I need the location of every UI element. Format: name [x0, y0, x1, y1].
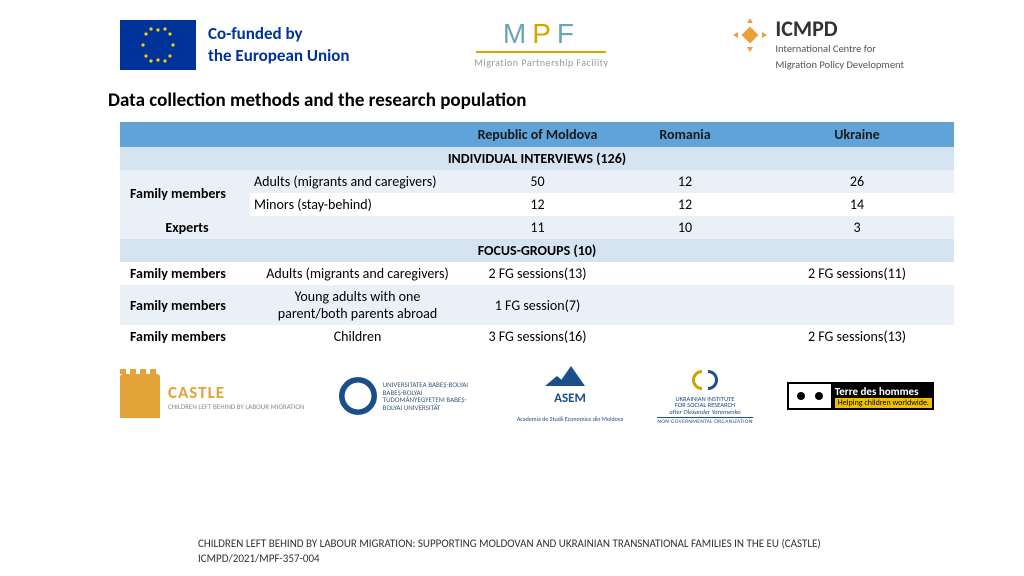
young-desc: Young adults with oneparent/both parents… — [250, 285, 465, 325]
cell — [610, 325, 760, 348]
cell: 3 FG sessions(16) — [465, 325, 610, 348]
cell: 14 — [760, 193, 954, 216]
footer-logo-row: CASTLE CHILDREN LEFT BEHIND BY LABOUR MI… — [0, 348, 1024, 426]
asem-main: ASEM — [554, 391, 586, 406]
cell: 26 — [760, 170, 954, 193]
eu-line2: the European Union — [208, 45, 350, 66]
uisr-icon — [692, 368, 718, 394]
castle-main: CASTLE — [168, 382, 304, 403]
adults-desc: Adults (migrants and caregivers) — [250, 170, 465, 193]
hdr-country-3: Ukraine — [760, 122, 954, 147]
data-table-wrap: Republic of Moldova Romania Ukraine INDI… — [0, 122, 1024, 348]
adults-desc2: Adults (migrants and caregivers) — [250, 262, 465, 285]
footer-line1: CHILDREN LEFT BEHIND BY LABOUR MIGRATION… — [198, 537, 964, 551]
eu-line1: Co-funded by — [208, 23, 350, 44]
children-desc: Children — [250, 325, 465, 348]
section2-label: FOCUS-GROUPS (10) — [120, 239, 954, 262]
icmpd-sub1: International Centre for — [775, 42, 904, 56]
icmpd-icon — [733, 18, 767, 52]
tdh-l1: Terre des hommes — [835, 385, 932, 398]
minors-desc: Minors (stay-behind) — [250, 193, 465, 216]
section1-label: INDIVIDUAL INTERVIEWS (126) — [120, 147, 954, 170]
cell: 50 — [465, 170, 610, 193]
experts-label: Experts — [120, 216, 250, 239]
asem-sub: Academia de Studii Economice din Moldova — [517, 415, 623, 423]
cell — [610, 285, 760, 325]
table-row: Family members Young adults with onepare… — [120, 285, 954, 325]
page-title: Data collection methods and the research… — [0, 81, 1024, 122]
mpf-letters: MPF — [474, 20, 608, 48]
eu-flag-icon — [120, 20, 196, 70]
family-label: Family members — [120, 285, 250, 325]
mpf-logo: MPF Migration Partnership Facility — [474, 20, 608, 69]
cell — [760, 285, 954, 325]
data-table: Republic of Moldova Romania Ukraine INDI… — [120, 122, 954, 348]
family-label: Family members — [120, 170, 250, 216]
asem-icon — [545, 366, 595, 386]
cell: 1 FG session(7) — [465, 285, 610, 325]
mpf-underline — [476, 51, 606, 53]
cell: 2 FG sessions(11) — [760, 262, 954, 285]
cell — [610, 262, 760, 285]
tdh-l2: Helping children worldwide. — [835, 398, 932, 408]
castle-logo: CASTLE CHILDREN LEFT BEHIND BY LABOUR MI… — [120, 374, 304, 418]
cell: 2 FG sessions(13) — [465, 262, 610, 285]
hdr-country-1: Republic of Moldova — [465, 122, 610, 147]
asem-logo: ASEM Academia de Studii Economice din Mo… — [517, 366, 623, 426]
icmpd-logo: ICMPD International Centre for Migration… — [733, 18, 904, 71]
table-row: Family members Adults (migrants and care… — [120, 262, 954, 285]
eu-cofund-text: Co-funded by the European Union — [208, 23, 350, 66]
cell: 3 — [760, 216, 954, 239]
country1-text: Republic of Moldova — [478, 126, 598, 143]
ubb-text: UNIVERSITATEA BABEȘ-BOLYAI BABEȘ-BOLYAI … — [383, 381, 483, 412]
uisr-l3: after Olexander Yaremenko — [657, 409, 752, 416]
footer-line2: ICMPD/2021/MPF-357-004 — [198, 552, 964, 566]
uisr-logo: UKRAINIAN INSTITUTE FOR SOCIAL RESEARCH … — [657, 368, 752, 426]
footer-text: CHILDREN LEFT BEHIND BY LABOUR MIGRATION… — [198, 537, 964, 566]
table-header-row: Republic of Moldova Romania Ukraine — [120, 122, 954, 147]
cell: 12 — [610, 170, 760, 193]
table-row: Experts 11 10 3 — [120, 216, 954, 239]
cell: 11 — [465, 216, 610, 239]
header-logo-row: Co-funded by the European Union MPF Migr… — [0, 0, 1024, 81]
hdr-blank — [120, 122, 465, 147]
uisr-ngo: NON-GOVERNMENTAL ORGANIZATION — [657, 417, 752, 425]
table-row: Family members Children 3 FG sessions(16… — [120, 325, 954, 348]
castle-icon — [120, 374, 160, 418]
young-l1: Young adults with one — [295, 288, 421, 305]
cell: 12 — [465, 193, 610, 216]
blank-cell — [250, 216, 465, 239]
cell: 10 — [610, 216, 760, 239]
icmpd-sub2: Migration Policy Development — [775, 58, 904, 72]
family-label: Family members — [120, 325, 250, 348]
section-interviews: INDIVIDUAL INTERVIEWS (126) — [120, 147, 954, 170]
icmpd-main: ICMPD — [775, 18, 904, 40]
tdh-logo: Terre des hommes Helping children worldw… — [787, 382, 934, 410]
ubb-logo: UNIVERSITATEA BABEȘ-BOLYAI BABEȘ-BOLYAI … — [339, 377, 483, 415]
mpf-subtitle: Migration Partnership Facility — [474, 56, 608, 69]
castle-sub: CHILDREN LEFT BEHIND BY LABOUR MIGRATION — [168, 403, 304, 411]
section-focusgroups: FOCUS-GROUPS (10) — [120, 239, 954, 262]
table-row: Family members Adults (migrants and care… — [120, 170, 954, 193]
ubb-seal-icon — [339, 377, 377, 415]
tdh-eyes-icon — [789, 384, 831, 408]
hdr-country-2: Romania — [610, 122, 760, 147]
eu-cofund-logo: Co-funded by the European Union — [120, 20, 350, 70]
young-l2: parent/both parents abroad — [278, 305, 437, 322]
family-label: Family members — [120, 262, 250, 285]
cell: 2 FG sessions(13) — [760, 325, 954, 348]
cell: 12 — [610, 193, 760, 216]
